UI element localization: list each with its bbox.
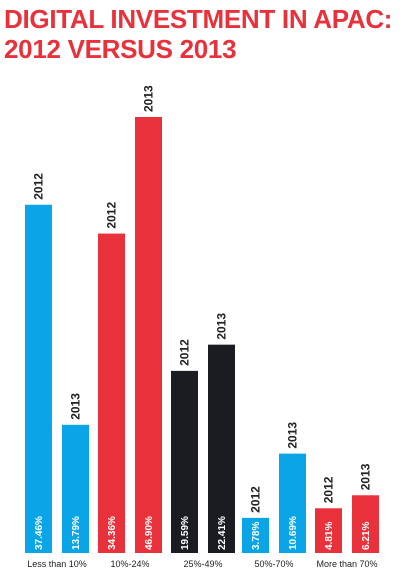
bar-value-label-2013-2: 46.90% [144, 516, 155, 550]
bar-value-label-2013-1: 13.79% [71, 516, 82, 550]
bar-2013-1 [62, 424, 89, 553]
category-label-1: Less than 10% [27, 559, 87, 569]
bar-value-label-2012-3: 19.59% [180, 516, 191, 550]
bar-2013-3 [208, 344, 235, 553]
category-label-3: 25%-49% [183, 559, 222, 569]
bar-value-label-2013-3: 22.41% [217, 516, 228, 550]
bar-2012-1 [25, 204, 52, 553]
bar-2013-4 [279, 453, 306, 553]
bar-2013-2 [135, 117, 162, 553]
bar-year-label-2012-4: 2012 [249, 486, 263, 513]
bar-2013-5 [352, 495, 379, 553]
bar-value-label-2013-5: 6.21% [361, 522, 372, 550]
bar-year-label-2012-1: 2012 [32, 173, 46, 200]
category-label-5: More than 70% [316, 559, 377, 569]
bar-year-label-2013-3: 2013 [215, 313, 229, 340]
bar-2012-5 [315, 508, 342, 553]
bar-year-label-2013-5: 2013 [359, 463, 373, 490]
bar-value-label-2012-1: 37.46% [34, 516, 45, 550]
category-label-4: 50%-70% [254, 559, 293, 569]
bar-year-label-2013-2: 2013 [142, 85, 156, 112]
chart-title-line-2: 2012 VERSUS 2013 [4, 34, 237, 64]
bar-value-label-2012-5: 4.81% [324, 522, 335, 550]
chart-title-line-1: DIGITAL INVESTMENT IN APAC: [4, 4, 393, 34]
bar-value-label-2012-4: 3.78% [251, 522, 262, 550]
bar-year-label-2012-2: 2012 [105, 202, 119, 229]
bar-value-label-2013-4: 10.69% [288, 516, 299, 550]
bar-year-label-2012-5: 2012 [322, 476, 336, 503]
bar-2012-4 [242, 517, 269, 553]
chart-title: DIGITAL INVESTMENT IN APAC: 2012 VERSUS … [4, 4, 392, 64]
category-label-2: 10%-24% [110, 559, 149, 569]
bar-value-label-2012-2: 34.36% [107, 516, 118, 550]
bar-year-label-2013-4: 2013 [286, 422, 300, 449]
bar-year-label-2012-3: 2012 [178, 339, 192, 366]
bar-year-label-2013-1: 2013 [69, 393, 83, 420]
bar-2012-3 [171, 370, 198, 553]
bar-2012-2 [98, 233, 125, 554]
